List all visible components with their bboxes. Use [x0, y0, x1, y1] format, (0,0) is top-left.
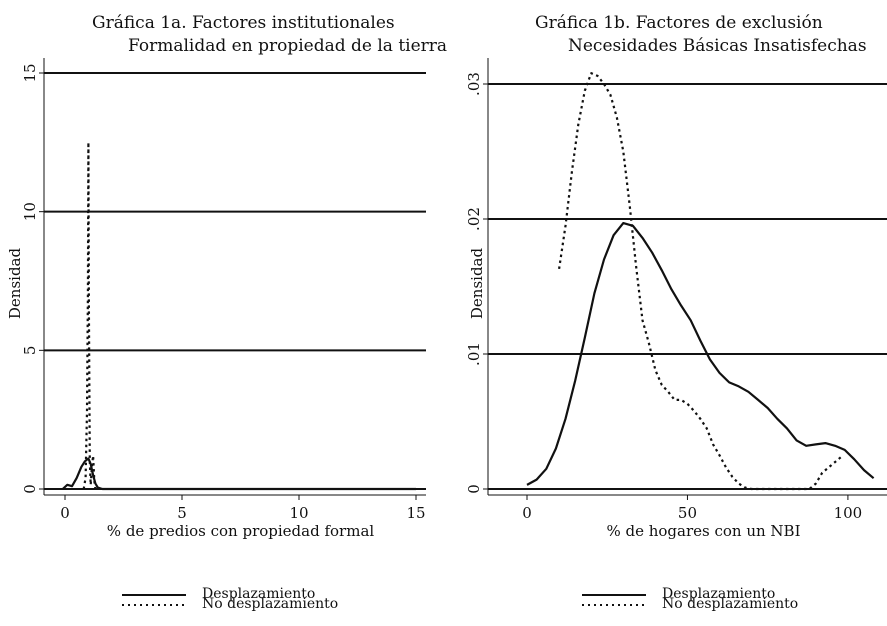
xtick-label-1b-2: 100: [834, 504, 863, 522]
y-axis-label-1b: Densidad: [468, 248, 486, 320]
legend-1b-dotted-swatch: [582, 604, 646, 606]
chart-title-1b: Gráfica 1b. Factores de exclusión: [535, 13, 823, 33]
x-axis-label-1b: % de hogares con un NBI: [606, 522, 800, 540]
ytick-label-1b-0: 0: [465, 484, 483, 494]
xtick-label-1b-0: 0: [522, 504, 532, 522]
chart-subtitle-1a: Formalidad en propiedad de la tierra: [128, 36, 448, 56]
chart-subtitle-1b: Necesidades Básicas Insatisfechas: [568, 36, 867, 56]
y-axis-label-1a: Densidad: [6, 248, 24, 320]
xtick-label-1a-0: 0: [60, 504, 70, 522]
series-1b-no-desplazamiento: [558, 72, 843, 491]
x-axis-label-1a: % de predios con propiedad formal: [107, 522, 375, 540]
ytick-label-1a-0: 0: [21, 484, 39, 494]
xtick-label-1a-2: 10: [289, 504, 308, 522]
xtick-label-1a-3: 15: [406, 504, 425, 522]
ytick-label-1a-1: 5: [21, 346, 39, 356]
legend-1a-item-no-desplazamiento: No desplazamiento: [122, 596, 422, 626]
legend-1a-solid-swatch: [122, 594, 186, 596]
chart-1b: 0 .01 .02 .03 0 50 100 % de hogares con un NBI D…: [465, 58, 887, 540]
ytick-label-1b-1: .01: [465, 342, 483, 366]
ytick-label-1a-2: 10: [21, 202, 39, 221]
legend-1a-label-no-desplazamiento: No desplazamiento: [202, 596, 339, 612]
legend-1b-item-no-desplazamiento: No desplazamiento: [582, 596, 882, 626]
legend-1a-dotted-swatch: [122, 604, 186, 606]
ytick-label-1a-3: 15: [21, 63, 39, 82]
legend-1b-label-desplazamiento: Desplazamiento: [662, 586, 776, 602]
chart-title-1a: Gráfica 1a. Factores institutionales: [92, 13, 395, 33]
xtick-label-1b-1: 50: [678, 504, 697, 522]
chart-1a: 0 5 10 15 0 5 10 15 % de predios con propiedad f…: [6, 58, 426, 540]
legend-1a-label-desplazamiento: Desplazamiento: [202, 586, 316, 602]
xtick-label-1a-1: 5: [177, 504, 187, 522]
legend-1b-label-no-desplazamiento: No desplazamiento: [662, 596, 799, 612]
legend-1a-item-desplazamiento: Desplazamiento: [122, 586, 422, 606]
ytick-label-1b-2: .02: [465, 207, 483, 231]
legend-1b-item-desplazamiento: Desplazamiento: [582, 586, 882, 606]
ytick-label-1b-3: .03: [465, 72, 483, 96]
series-1a-no-desplazamiento: [82, 141, 97, 490]
legend-1b-solid-swatch: [582, 594, 646, 596]
series-1b-desplazamiento: [526, 222, 875, 486]
series-1a-desplazamiento: [61, 457, 416, 491]
